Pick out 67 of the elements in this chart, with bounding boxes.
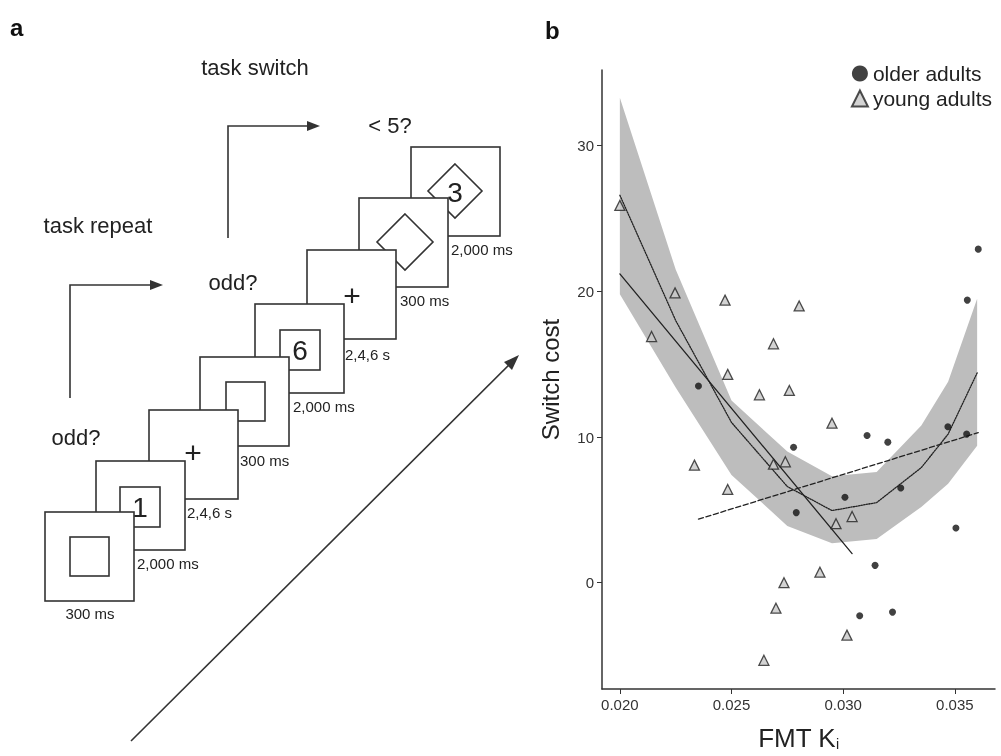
point (944, 423, 952, 431)
point (694, 382, 702, 390)
text: 2,000 ms (293, 397, 355, 415)
point (767, 458, 780, 470)
point (792, 509, 800, 517)
point (856, 612, 864, 620)
text: < 5? (368, 112, 412, 138)
point (963, 430, 971, 438)
text: odd? (208, 269, 258, 295)
point (614, 199, 626, 212)
point (669, 287, 681, 299)
text: 2,000 ms (137, 554, 199, 572)
x-tick-label: 0.035 (936, 696, 974, 713)
point (897, 484, 905, 492)
x-tick-label: 0.025 (712, 696, 751, 713)
text: task repeat (43, 212, 153, 238)
point (814, 566, 826, 578)
point (793, 300, 805, 312)
x-axis-title: FMT Ki (758, 723, 840, 753)
text: 300 ms (240, 451, 290, 469)
x-tick-label: 0.020 (601, 696, 639, 713)
text: a (10, 13, 24, 41)
point (841, 629, 853, 641)
text: 300 ms (400, 291, 450, 309)
point (767, 338, 780, 350)
chart-title: b (545, 16, 560, 44)
text: 2,4,6 s (187, 503, 233, 521)
point (826, 417, 838, 429)
x-tick-label: 0.030 (824, 696, 862, 713)
point (722, 368, 734, 381)
point (884, 438, 892, 446)
point (974, 245, 982, 253)
y-tick-label: 30 (577, 137, 594, 155)
text: 3 (447, 176, 463, 208)
point (645, 330, 658, 343)
point (688, 459, 701, 471)
text: + (343, 278, 361, 312)
text: 6 (292, 334, 308, 366)
text: 2,000 ms (451, 240, 513, 258)
point (790, 443, 798, 451)
text: 2,4,6 s (345, 345, 391, 363)
point (846, 510, 858, 523)
y-tick-label: 0 (585, 574, 594, 592)
point (830, 518, 842, 530)
point (863, 432, 871, 440)
point (770, 602, 782, 614)
legend-label: young adults (872, 87, 992, 110)
y-tick-label: 20 (577, 282, 594, 300)
point (758, 654, 770, 666)
y-tick-label: 10 (577, 428, 594, 446)
text: 1 (132, 491, 148, 523)
text: odd? (51, 424, 101, 450)
point (963, 296, 971, 304)
text: task switch (201, 54, 309, 80)
text: 300 ms (65, 604, 115, 622)
point (783, 384, 795, 397)
point (871, 561, 879, 569)
text: + (184, 435, 202, 469)
point (753, 389, 766, 401)
legend-label: older adults (872, 62, 982, 85)
point (719, 294, 731, 306)
point (778, 577, 790, 589)
y-axis-title: Switch cost (536, 318, 564, 441)
point (841, 493, 849, 501)
point (889, 608, 897, 616)
point (722, 483, 734, 496)
point (779, 456, 791, 468)
